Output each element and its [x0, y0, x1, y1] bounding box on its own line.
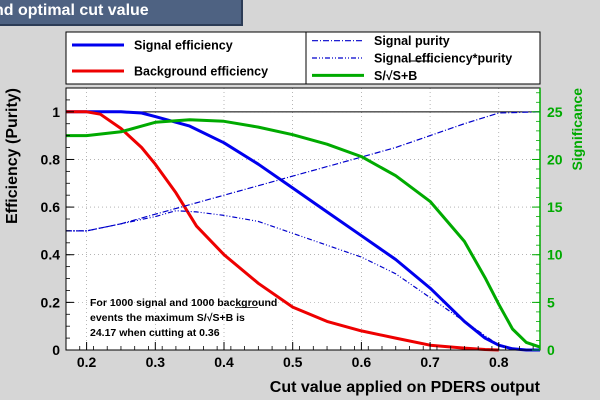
x-axis-title: Cut value applied on PDERS output — [270, 379, 541, 396]
y2-tick-label: 5 — [547, 294, 555, 310]
y2-tick-label: 0 — [547, 342, 555, 358]
x-tick-label: 0.2 — [77, 354, 97, 370]
series-line-3 — [66, 210, 540, 351]
legend-label-0: Signal efficiency — [134, 39, 233, 53]
legend-label-2: Signal purity — [374, 34, 450, 48]
y-tick-label: 0.2 — [41, 294, 61, 310]
legend-box-0 — [65, 31, 307, 85]
legend-label-4: S/√S+B — [374, 69, 417, 83]
x-tick-label: 0.3 — [146, 354, 166, 370]
y-tick-label: 1 — [52, 104, 60, 120]
x-tick-label: 0.7 — [420, 354, 440, 370]
y2-tick-label: 10 — [547, 247, 563, 263]
legend-label-3: Signal efficiency*purity — [374, 52, 512, 66]
y-tick-label: 0.6 — [41, 199, 61, 215]
x-tick-label: 0.5 — [283, 354, 303, 370]
series-line-1 — [66, 110, 499, 352]
x-tick-label: 0.6 — [352, 354, 372, 370]
annotation-line-1: events the maximum S/√S+B is — [90, 312, 245, 324]
legend-label-1: Background efficiency — [134, 65, 268, 79]
x-tick-label: 0.4 — [214, 354, 234, 370]
title-bar: nd optimal cut value — [0, 0, 243, 26]
y2-tick-label: 15 — [547, 199, 563, 215]
y-tick-label: 0.4 — [41, 247, 61, 263]
y2-tick-label: 20 — [547, 151, 563, 167]
y-tick-label: 0.8 — [41, 151, 61, 167]
annotation-line-0: For 1000 signal and 1000 background — [90, 297, 277, 309]
y2-axis-title: Significance — [569, 88, 585, 171]
series-line-2 — [66, 111, 541, 232]
series-line-4 — [66, 118, 541, 349]
y-tick-label: 0 — [52, 342, 60, 358]
x-tick-label: 0.8 — [489, 354, 509, 370]
y-axis-title: Efficiency (Purity) — [4, 88, 21, 224]
annotation-line-2: 24.17 when cutting at 0.36 — [90, 327, 220, 339]
y2-tick-label: 25 — [547, 104, 563, 120]
plot-title: nd optimal cut value — [0, 2, 149, 19]
